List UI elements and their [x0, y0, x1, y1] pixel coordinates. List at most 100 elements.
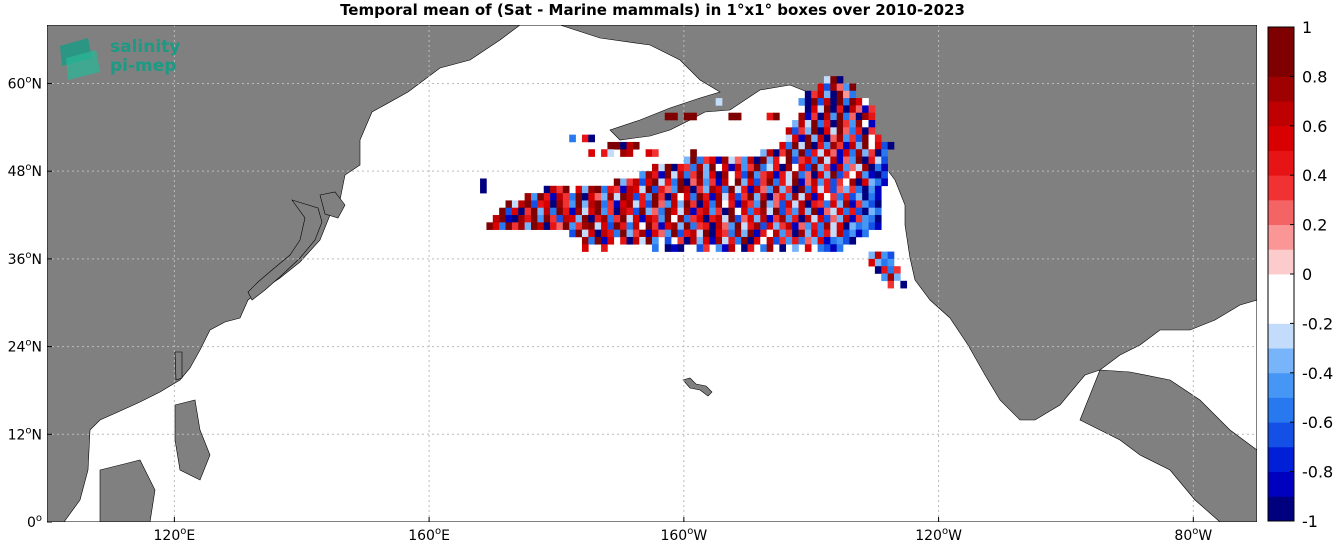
heatmap-cell [683, 207, 691, 216]
heatmap-cell [862, 156, 869, 165]
heatmap-cell [639, 178, 646, 187]
heatmap-cell [702, 222, 710, 230]
heatmap-cell [702, 200, 710, 209]
heatmap-cell [823, 141, 831, 150]
heatmap-cell [722, 207, 729, 216]
heatmap-cell [843, 207, 850, 216]
heatmap-cell [671, 215, 678, 223]
salinity-pimep-logo: salinity pi-mep [58, 36, 188, 82]
heatmap-cell [823, 149, 831, 157]
heatmap-cell [843, 149, 850, 157]
heatmap-cell [849, 185, 857, 194]
heatmap-cell [792, 207, 799, 216]
x-tick-label: 160oE [408, 526, 450, 544]
heatmap-cell [798, 149, 806, 157]
heatmap-cell [836, 236, 844, 245]
heatmap-cell [588, 222, 595, 230]
heatmap-cell [830, 105, 837, 114]
heatmap-cell [575, 200, 583, 209]
heatmap-cell [804, 222, 812, 230]
heatmap-cell [722, 200, 729, 209]
heatmap-cell [823, 207, 831, 216]
heatmap-cell [804, 112, 812, 121]
heatmap-cell [811, 127, 818, 135]
colorbar: -1 -0.8 -0.6 -0.4 -0.2 0 0.2 0.4 0.6 0.8 1 [1267, 18, 1333, 531]
heatmap-cell [537, 215, 545, 223]
colorbar-segment [1268, 125, 1294, 151]
heatmap-cell [773, 215, 780, 223]
heatmap-cell [677, 178, 685, 187]
heatmap-cell [607, 222, 615, 230]
heatmap-cell [830, 171, 837, 179]
heatmap-cell [817, 105, 825, 114]
heatmap-cell [594, 207, 602, 216]
heatmap-cell [760, 244, 767, 252]
heatmap-cell [702, 163, 710, 172]
heatmap-cell [804, 229, 812, 238]
heatmap-cell [798, 156, 806, 165]
heatmap-cell [849, 120, 857, 128]
heatmap-cell [543, 193, 551, 201]
heatmap-cell [537, 207, 545, 216]
heatmap-cell [511, 207, 519, 216]
heatmap-cell [779, 171, 787, 179]
heatmap-cell [741, 236, 748, 245]
heatmap-cell [855, 112, 863, 121]
heatmap-cell [556, 185, 564, 194]
heatmap-cell [753, 171, 761, 179]
heatmap-cell [709, 163, 716, 172]
heatmap-cell [817, 149, 825, 157]
heatmap-cell [671, 178, 678, 187]
heatmap-cell [492, 222, 500, 230]
heatmap-cell [760, 171, 767, 179]
heatmap-cell [836, 98, 844, 106]
heatmap-cell [798, 193, 806, 201]
heatmap-cell [607, 149, 615, 157]
heatmap-cell [715, 163, 723, 172]
heatmap-cell [798, 200, 806, 209]
heatmap-cell [836, 156, 844, 165]
heatmap-cell [862, 185, 869, 194]
heatmap-cell [690, 112, 697, 121]
heatmap-cell [830, 156, 837, 165]
heatmap-cell [645, 200, 653, 209]
heatmap-cell [645, 229, 653, 238]
heatmap-cell [741, 185, 748, 194]
heatmap-cell [690, 200, 697, 209]
heatmap-cell [817, 207, 825, 216]
colorbar-segment [1268, 76, 1294, 102]
heatmap-cell [524, 207, 532, 216]
heatmap-cell [779, 229, 787, 238]
y-tick-label: 60oN [8, 74, 42, 92]
heatmap-cell [677, 222, 685, 230]
heatmap-cell [843, 141, 850, 150]
heatmap-cell [683, 222, 691, 230]
heatmap-cell [664, 112, 672, 121]
heatmap-cell [811, 156, 818, 165]
heatmap-cell [741, 222, 748, 230]
colorbar-segment [1268, 175, 1294, 201]
heatmap-cell [613, 229, 621, 238]
heatmap-cell [830, 244, 837, 252]
heatmap-cell [862, 112, 869, 121]
heatmap-cell [862, 120, 869, 128]
heatmap-cell [836, 90, 844, 99]
heatmap-cell [709, 156, 716, 165]
colorbar-segment [1268, 348, 1294, 374]
heatmap-cell [881, 141, 888, 150]
heatmap-cell [715, 98, 723, 106]
heatmap-cell [734, 200, 742, 209]
heatmap-cell [779, 156, 787, 165]
heatmap-cell [690, 171, 697, 179]
heatmap-cell [760, 222, 767, 230]
heatmap-cell [811, 229, 818, 238]
heatmap-cell [773, 193, 780, 201]
heatmap-cell [709, 215, 716, 223]
heatmap-cell [594, 200, 602, 209]
heatmap-cell [505, 207, 513, 216]
heatmap-cell [581, 185, 589, 194]
heatmap-cell [556, 207, 564, 216]
heatmap-cell [881, 156, 888, 165]
heatmap-cell [843, 193, 850, 201]
